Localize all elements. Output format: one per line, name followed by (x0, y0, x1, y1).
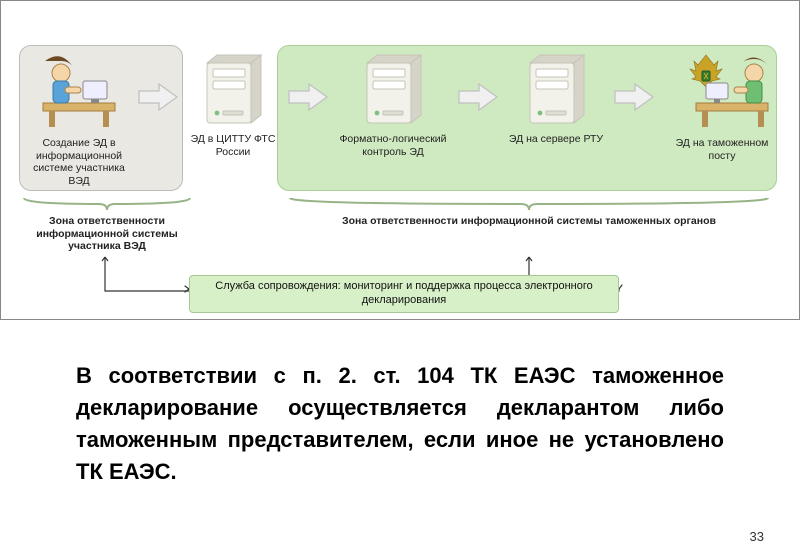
node-caption: Форматно-логический контроль ЭД (333, 133, 453, 158)
node-flk: Форматно-логический контроль ЭД (333, 53, 453, 158)
node-cittu: ЭД в ЦИТТУ ФТС России (183, 53, 283, 158)
bracket-row: Зона ответственности информационной сист… (1, 197, 799, 257)
process-diagram: Создание ЭД в информационной системе уча… (0, 0, 800, 320)
arrow-icon (613, 81, 655, 113)
server-icon (201, 53, 265, 127)
bracket-label: Зона ответственности информационной сист… (21, 215, 193, 253)
customs-post-icon (678, 53, 766, 131)
server-icon (524, 53, 588, 127)
support-service-bar: Служба сопровождения: мониторинг и подде… (189, 275, 619, 313)
node-caption: ЭД в ЦИТТУ ФТС России (183, 133, 283, 158)
arrow-icon (287, 81, 329, 113)
arrow-icon (137, 81, 179, 113)
node-create-ed: Создание ЭД в информационной системе уча… (25, 53, 133, 187)
flow-row: Создание ЭД в информационной системе уча… (1, 53, 799, 187)
server-icon (361, 53, 425, 127)
bracket-participant: Зона ответственности информационной сист… (21, 197, 193, 253)
main-paragraph: В соответствии с п. 2. ст. 104 ТК ЕАЭС т… (76, 360, 724, 488)
node-caption: ЭД на сервере РТУ (509, 133, 603, 146)
bracket-customs: Зона ответственности информационной сист… (287, 197, 771, 228)
page-number: 33 (750, 529, 764, 544)
node-caption: ЭД на таможенном посту (662, 137, 782, 162)
person-at-desk-icon (35, 53, 123, 131)
node-rtu: ЭД на сервере РТУ (503, 53, 609, 146)
node-post: ЭД на таможенном посту (659, 53, 785, 162)
bracket-label: Зона ответственности информационной сист… (287, 215, 771, 228)
node-caption: Создание ЭД в информационной системе уча… (25, 137, 133, 187)
arrow-icon (457, 81, 499, 113)
